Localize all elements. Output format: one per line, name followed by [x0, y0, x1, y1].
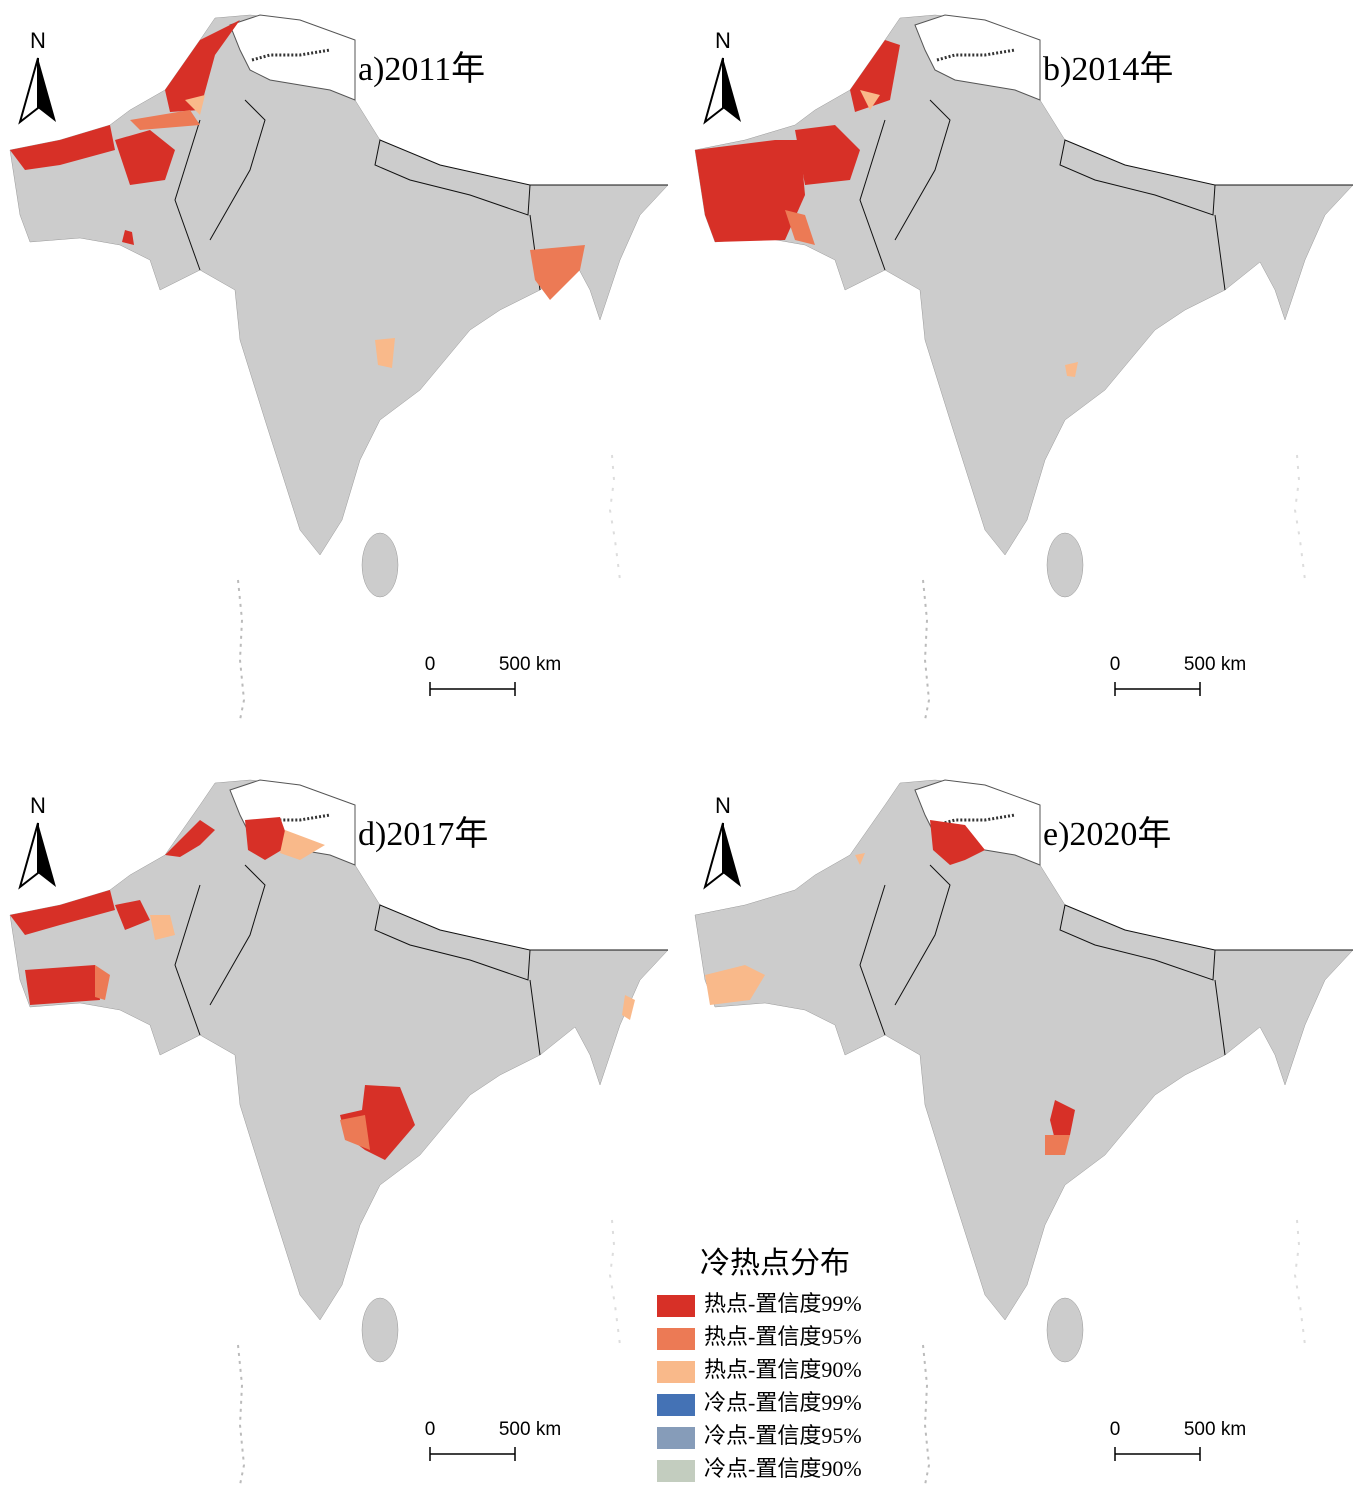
hotspot-region	[530, 245, 585, 300]
legend-label: 冷点-置信度95%	[704, 1423, 862, 1448]
legend-swatch	[657, 1295, 695, 1317]
legend-swatch	[657, 1427, 695, 1449]
north-arrow	[38, 58, 56, 122]
hotspot-region	[1065, 362, 1078, 377]
north-label: N	[715, 28, 731, 53]
hotspot-region	[10, 125, 115, 170]
panel-title: b)2014年	[1043, 50, 1173, 88]
map-panel: d)2017年 N 0 500 km	[8, 778, 670, 1487]
map-panel: b)2014年 N 0 500 km	[693, 13, 1355, 722]
hotspot-region	[1045, 1135, 1070, 1155]
scale-bar	[1114, 682, 1201, 696]
hotspot-region	[622, 995, 635, 1020]
scale-label: 0	[1110, 654, 1121, 675]
legend-swatch	[657, 1361, 695, 1383]
panel-title: e)2020年	[1043, 815, 1171, 853]
hotspot-region	[115, 900, 150, 930]
hotspot-region	[695, 140, 805, 242]
legend-swatch	[657, 1328, 695, 1350]
hotspot-region	[705, 965, 765, 1005]
scale-bar	[429, 682, 516, 696]
legend-label: 热点-置信度99%	[704, 1291, 862, 1316]
map-panel: a)2011年 N 0 500 km	[8, 13, 670, 722]
north-arrow	[703, 57, 724, 125]
scale-label: 0	[425, 654, 436, 675]
north-arrow	[18, 822, 39, 890]
panel-title: d)2017年	[358, 815, 488, 853]
legend-label: 热点-置信度90%	[704, 1357, 862, 1382]
map-panel: e)2020年 N 0 500 km	[693, 778, 1355, 1487]
hotspot-region	[25, 965, 100, 1005]
panel-title: a)2011年	[358, 50, 485, 88]
scale-label: 500 km	[1184, 654, 1246, 675]
north-arrow	[18, 57, 39, 125]
hotspot-region	[130, 110, 200, 130]
north-arrow	[703, 822, 724, 890]
hotspot-region	[122, 230, 134, 245]
legend-title: 冷热点分布	[700, 1247, 850, 1280]
legend-swatch	[657, 1394, 695, 1416]
hotspot-region	[165, 20, 240, 112]
hotspot-region	[95, 965, 110, 1000]
north-label: N	[30, 28, 46, 53]
hotspot-region	[10, 890, 115, 935]
north-arrow	[723, 823, 741, 887]
north-arrow	[723, 58, 741, 122]
hotspot-region	[860, 90, 880, 110]
scale-label: 0	[1110, 1419, 1121, 1440]
scale-label: 0	[425, 1419, 436, 1440]
north-label: N	[715, 793, 731, 818]
north-label: N	[30, 793, 46, 818]
hotspot-region	[795, 125, 860, 185]
hotspot-region	[930, 820, 985, 865]
scale-label: 500 km	[499, 654, 561, 675]
scale-label: 500 km	[499, 1419, 561, 1440]
scale-label: 500 km	[1184, 1419, 1246, 1440]
hotspot-region	[340, 1115, 370, 1150]
hotspot-region	[280, 830, 325, 860]
scale-bar	[429, 1447, 516, 1461]
hotspot-region	[115, 130, 175, 185]
hotspot-region	[855, 853, 865, 865]
north-arrow	[38, 823, 56, 887]
legend-label: 冷点-置信度90%	[704, 1456, 862, 1481]
legend-label: 热点-置信度95%	[704, 1324, 862, 1349]
legend-swatch	[657, 1460, 695, 1482]
hotspot-region	[375, 338, 395, 368]
hotspot-region	[245, 817, 290, 860]
base-map	[8, 778, 670, 1487]
hotspot-region	[150, 915, 175, 940]
hotspot-region	[165, 820, 215, 857]
scale-bar	[1114, 1447, 1201, 1461]
hotspot-region	[185, 95, 205, 115]
hotspot-region	[785, 210, 815, 245]
legend-label: 冷点-置信度99%	[704, 1390, 862, 1415]
hotspot-region	[1050, 1100, 1075, 1140]
base-map	[8, 13, 670, 722]
base-map	[693, 13, 1355, 722]
